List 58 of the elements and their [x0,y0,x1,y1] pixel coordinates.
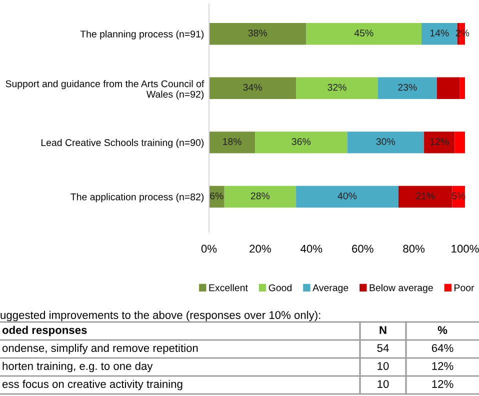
text: 10 [378,362,389,370]
y-tick-label: Lead Creative Schools training (n=90) [41,138,204,148]
bar [424,132,455,154]
legend-label: Excellent [209,284,248,292]
legend-label: Poor [454,284,474,292]
legend-label: Average [312,284,348,294]
bar [398,186,452,208]
data-label: 21% [416,192,435,200]
data-label: 6% [210,192,224,200]
data-label: 12% [430,138,449,145]
data-label: 32% [328,84,346,91]
y-tick-label: The planning process (n=91) [80,30,204,40]
text: 10 [378,380,389,388]
text: 12% [432,362,454,370]
y-tick-label: The application process (n=82) [70,193,204,202]
x-tick-label: 0% [201,244,217,253]
bar [347,132,424,154]
legend-label: Good [268,284,292,292]
bar [209,132,256,154]
text: % [438,326,448,334]
bar [421,23,458,45]
bar [296,77,378,99]
text: N [380,326,386,334]
data-label: 28% [250,192,270,200]
x-tick-label: 80% [403,244,425,253]
bar [209,77,296,99]
bar [460,77,465,99]
bar [224,186,296,208]
bar [378,77,437,99]
x-tick-label: 40% [300,244,322,253]
text: horten training, e.g. to one day [2,362,153,372]
text: 54 [377,344,389,352]
bar [306,23,422,45]
text: ondense, simplify and remove repetition [2,344,198,354]
data-label: 34% [243,84,262,91]
x-tick-label: 20% [250,244,271,253]
data-label: 36% [292,138,311,146]
text: ess focus on creative activity training [2,380,182,390]
x-tick-label: 100% [452,244,479,253]
x-tick-label: 60% [352,244,374,253]
bar [255,132,348,154]
data-label: 30% [376,138,396,146]
legend-label: Below average [370,284,433,294]
text: 64% [432,344,454,352]
data-label: 38% [248,30,268,36]
data-label: 18% [223,138,242,146]
text: uggested improvements to the above (responses over 10% only): [0,310,320,322]
text: 12% [432,380,454,388]
data-label: 23% [398,84,417,91]
data-label: 40% [338,192,357,200]
data-label: 14% [430,30,449,36]
text: oded responses [2,326,87,336]
data-label: 45% [354,30,374,36]
bar [454,132,465,154]
bar [296,186,398,208]
bar [436,77,460,99]
bar [209,23,306,45]
y-tick-label: Support and guidance from the Arts Council of Wales (n=92) [6,80,204,100]
